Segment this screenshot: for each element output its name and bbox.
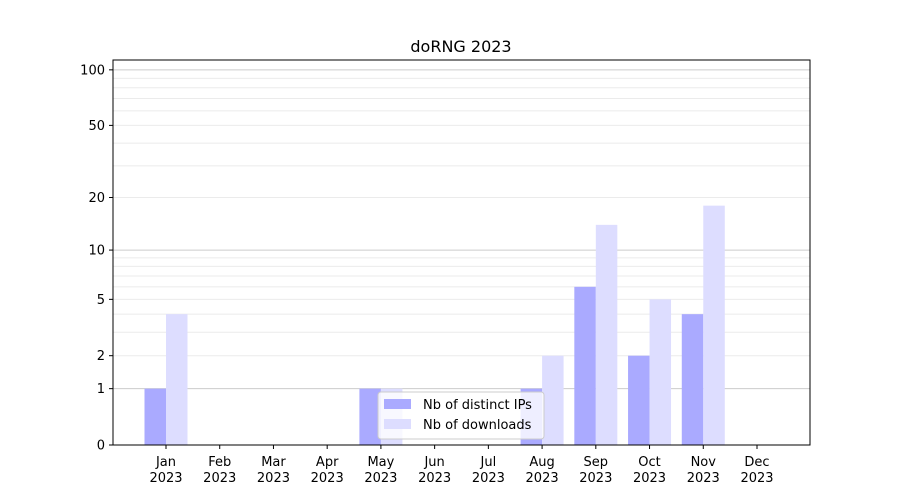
bar-ips — [359, 388, 381, 445]
x-tick-label: Mar — [261, 455, 286, 470]
y-tick-label: 20 — [88, 191, 105, 206]
x-tick-label: Feb — [208, 455, 231, 470]
y-tick-label: 10 — [88, 244, 105, 259]
y-tick-label: 0 — [97, 439, 105, 454]
bar-downloads — [542, 355, 564, 445]
x-tick-label: 2023 — [740, 471, 773, 486]
x-tick-label: Apr — [316, 455, 339, 470]
x-tick-label: 2023 — [203, 471, 236, 486]
x-tick-label: 2023 — [418, 471, 451, 486]
legend-swatch — [384, 419, 411, 429]
y-tick-label: 100 — [80, 63, 105, 78]
x-tick-label: Jan — [155, 455, 176, 470]
bar-ips — [681, 314, 704, 445]
bar-downloads — [649, 299, 672, 445]
y-tick-label: 1 — [97, 382, 105, 397]
bar-downloads — [703, 205, 725, 445]
bar-ips — [144, 388, 166, 445]
x-tick-label: Jul — [480, 455, 497, 470]
x-tick-label: Nov — [691, 455, 717, 470]
x-tick-label: Oct — [638, 455, 660, 470]
x-tick-label: 2023 — [149, 471, 182, 486]
legend-box — [377, 391, 545, 440]
bar-downloads — [595, 224, 618, 445]
chart-title: doRNG 2023 — [410, 37, 511, 56]
x-tick-label: 2023 — [364, 471, 397, 486]
x-tick-label: Dec — [744, 455, 769, 470]
bar-ips — [628, 355, 650, 445]
legend-label: Nb of downloads — [423, 418, 532, 433]
x-tick-label: 2023 — [687, 471, 720, 486]
x-tick-label: Sep — [584, 455, 609, 470]
x-tick-label: 2023 — [257, 471, 290, 486]
x-tick-label: 2023 — [311, 471, 344, 486]
y-tick-label: 5 — [97, 293, 105, 308]
y-tick-label: 50 — [88, 119, 105, 134]
x-tick-label: 2023 — [579, 471, 612, 486]
legend-label: Nb of distinct IPs — [423, 398, 532, 413]
bar-downloads — [166, 314, 188, 445]
legend: Nb of distinct IPs Nb of downloads — [377, 391, 545, 440]
x-tick-label: 2023 — [472, 471, 505, 486]
x-tick-label: 2023 — [633, 471, 666, 486]
legend-swatch — [384, 399, 411, 409]
y-tick-label: 2 — [97, 349, 105, 364]
x-tick-label: Aug — [529, 455, 554, 470]
x-tick-label: 2023 — [526, 471, 559, 486]
x-tick-label: May — [367, 455, 394, 470]
bar-ips — [574, 286, 596, 445]
x-tick-label: Jun — [423, 455, 444, 470]
plot-frame — [112, 59, 811, 446]
